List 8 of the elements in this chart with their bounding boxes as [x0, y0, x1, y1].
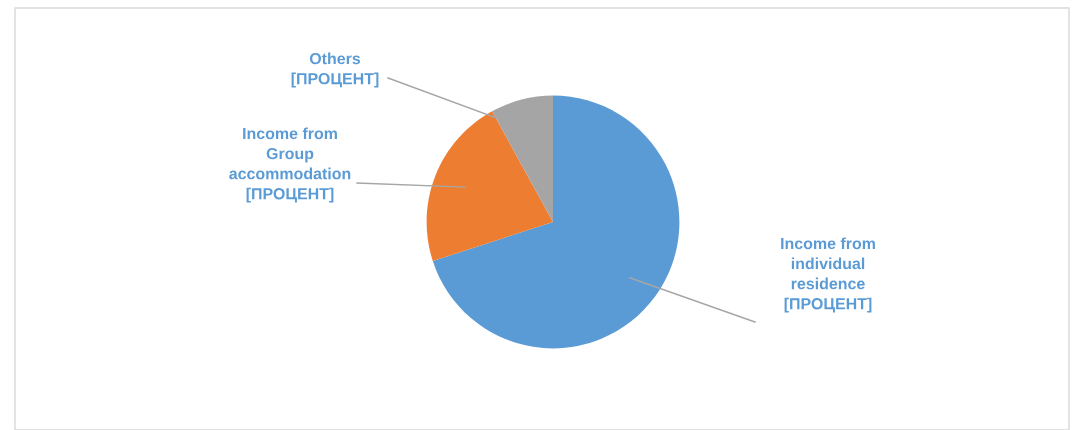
data-label: [ПРОЦЕНТ]: [246, 187, 334, 203]
slice-label: Income from individual residence: [781, 237, 875, 290]
data-label: [ПРОЦЕНТ]: [291, 72, 379, 88]
data-label: [ПРОЦЕНТ]: [784, 297, 872, 313]
slice-label: Income from Group accommodation: [229, 127, 351, 180]
slice-label: Others: [309, 52, 361, 65]
pie-slice: [426, 111, 553, 262]
pie-slice: [432, 95, 680, 349]
